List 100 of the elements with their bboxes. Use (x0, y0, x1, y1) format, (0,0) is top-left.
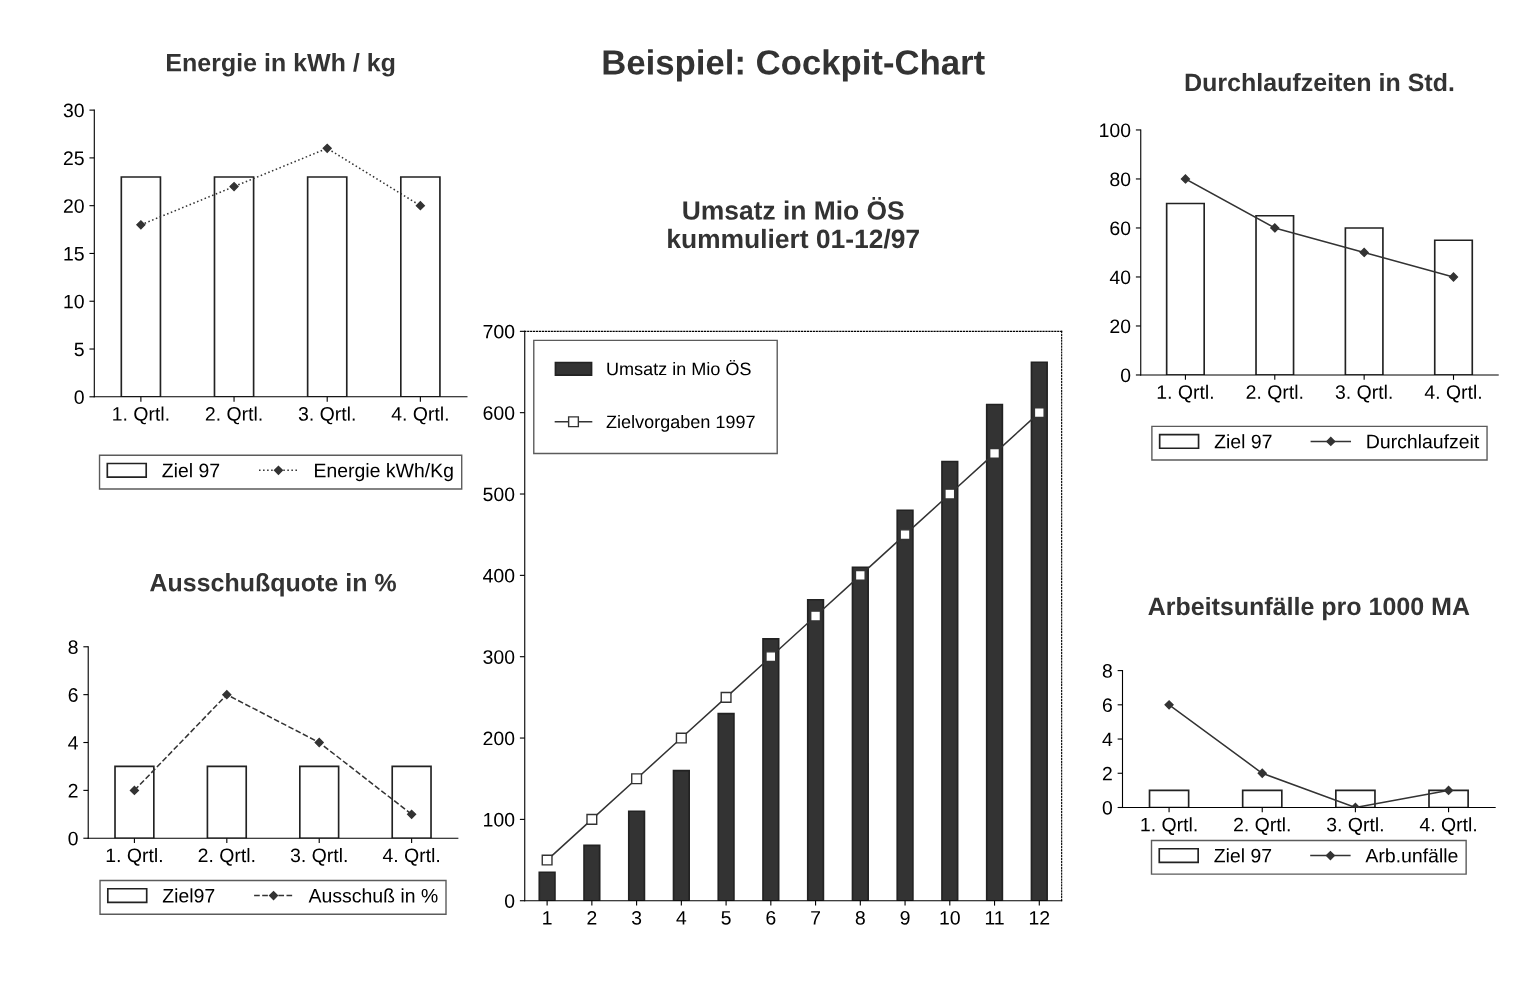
point (1164, 700, 1174, 710)
point (415, 201, 425, 211)
point (322, 143, 332, 153)
x-tick-label: 5 (721, 911, 731, 925)
y-tick-label: 100 (484, 812, 515, 827)
point (720, 691, 732, 703)
point (586, 813, 598, 825)
y-tick-label: 8 (68, 640, 78, 655)
y-tick-label: 8 (1102, 664, 1112, 678)
y-tick-label: 10 (64, 294, 84, 309)
y-tick-label: 300 (483, 650, 515, 664)
y-tick-label: 2 (1102, 766, 1112, 781)
point (314, 737, 324, 748)
y-tick-label: 6 (1102, 698, 1112, 713)
x-tick-label: 3 (631, 910, 642, 925)
point (675, 732, 687, 744)
x-tick-label: 4. Qrtl. (1419, 817, 1476, 835)
legend-label: Energie kWh/Kg (315, 463, 453, 482)
bar (717, 712, 735, 901)
x-tick-label: 3. Qrtl. (1335, 384, 1392, 403)
x-tick-label: 1. Qrtl. (106, 847, 162, 866)
y-tick-label: 80 (1110, 172, 1131, 187)
bar (627, 810, 646, 901)
point (631, 773, 643, 785)
point (1448, 272, 1459, 282)
x-tick-label: 4. Qrtl. (391, 406, 448, 425)
x-tick-label: 1. Qrtl. (113, 406, 169, 425)
y-tick-label: 0 (1102, 800, 1113, 815)
y-tick-label: 600 (483, 406, 515, 420)
y-tick-label: 0 (68, 831, 78, 846)
y-tick-label: 700 (483, 324, 515, 339)
x-tick-label: 4 (676, 911, 687, 925)
x-tick-label: 4. Qrtl. (382, 847, 440, 866)
y-tick-label: 0 (1120, 368, 1131, 383)
chart-title: Ausschußquote in % (150, 573, 396, 597)
y-tick-label: 0 (74, 390, 84, 405)
point (1443, 785, 1454, 795)
x-tick-label: 1. Qrtl. (1157, 384, 1213, 403)
y-tick-label: 2 (68, 783, 78, 798)
x-tick-label: 9 (900, 910, 910, 925)
legend-label: Ziel97 (162, 888, 215, 903)
point (1180, 174, 1191, 184)
y-tick-label: 200 (483, 731, 515, 746)
x-tick-label: 10 (940, 910, 960, 925)
legend-label: Ziel 97 (1214, 848, 1272, 863)
bar (1165, 202, 1206, 375)
bar (538, 871, 556, 901)
y-tick-label: 500 (483, 487, 515, 502)
chart-subtitle: Umsatz in Mio ÖS kummuliert 01-12/97 (668, 197, 919, 249)
y-tick-label: 30 (63, 103, 84, 118)
x-tick-label: 1. Qrtl. (1141, 817, 1197, 835)
x-tick-label: 2 (587, 910, 597, 925)
legend-label: Ziel 97 (162, 463, 220, 478)
y-tick-label: 20 (1110, 319, 1131, 334)
point (1270, 223, 1280, 233)
legend-label: Durchlaufzeit (1367, 434, 1480, 449)
legend-label: Ziel 97 (1214, 434, 1272, 449)
bar (583, 844, 601, 901)
y-tick-label: 40 (1109, 270, 1131, 285)
y-tick-label: 5 (74, 342, 84, 357)
x-tick-label: 3. Qrtl. (290, 847, 347, 866)
point (406, 809, 417, 819)
legend-label: Ausschuß in % (308, 888, 438, 903)
x-tick-label: 2. Qrtl. (1234, 817, 1290, 835)
x-tick-label: 12 (1029, 910, 1050, 925)
point (136, 220, 146, 230)
x-tick-label: 7 (811, 911, 820, 925)
chart-title: Energie in kWh / kg (167, 53, 395, 77)
y-tick-label: 20 (63, 199, 84, 213)
y-tick-label: 60 (1110, 221, 1131, 236)
point (129, 785, 140, 795)
x-tick-label: 1 (543, 911, 552, 925)
point (1359, 247, 1369, 258)
chart-title: Durchlaufzeiten in Std. (1185, 72, 1454, 92)
x-tick-label: 2. Qrtl. (205, 406, 262, 425)
bar (672, 769, 691, 901)
x-tick-label: 2. Qrtl. (198, 847, 255, 866)
y-tick-label: 15 (64, 247, 84, 261)
point (229, 181, 239, 192)
bar (1344, 227, 1384, 375)
legend-label: Arb.unfälle (1365, 848, 1458, 863)
y-tick-label: 100 (1100, 123, 1131, 138)
y-tick-label: 400 (483, 568, 515, 583)
y-tick-label: 4 (68, 736, 78, 750)
y-tick-label: 0 (504, 894, 515, 908)
chart-title: Beispiel: Cockpit-Chart (603, 49, 985, 82)
y-tick-label: 25 (63, 151, 84, 166)
bar (1433, 239, 1474, 375)
point (1257, 768, 1267, 778)
x-tick-label: 3. Qrtl. (298, 406, 355, 425)
legend-label: Zielvorgaben 1997 (606, 414, 755, 432)
point (222, 690, 232, 700)
x-tick-label: 8 (855, 910, 865, 925)
chart-title: Arbeitsunfälle pro 1000 MA (1148, 596, 1470, 621)
y-tick-label: 4 (1102, 732, 1113, 747)
x-tick-label: 6 (766, 910, 776, 925)
legend-label: Umsatz in Mio ÖS (607, 360, 751, 376)
x-tick-label: 4. Qrtl. (1424, 384, 1481, 403)
x-tick-label: 11 (985, 911, 1004, 925)
point (541, 854, 553, 866)
